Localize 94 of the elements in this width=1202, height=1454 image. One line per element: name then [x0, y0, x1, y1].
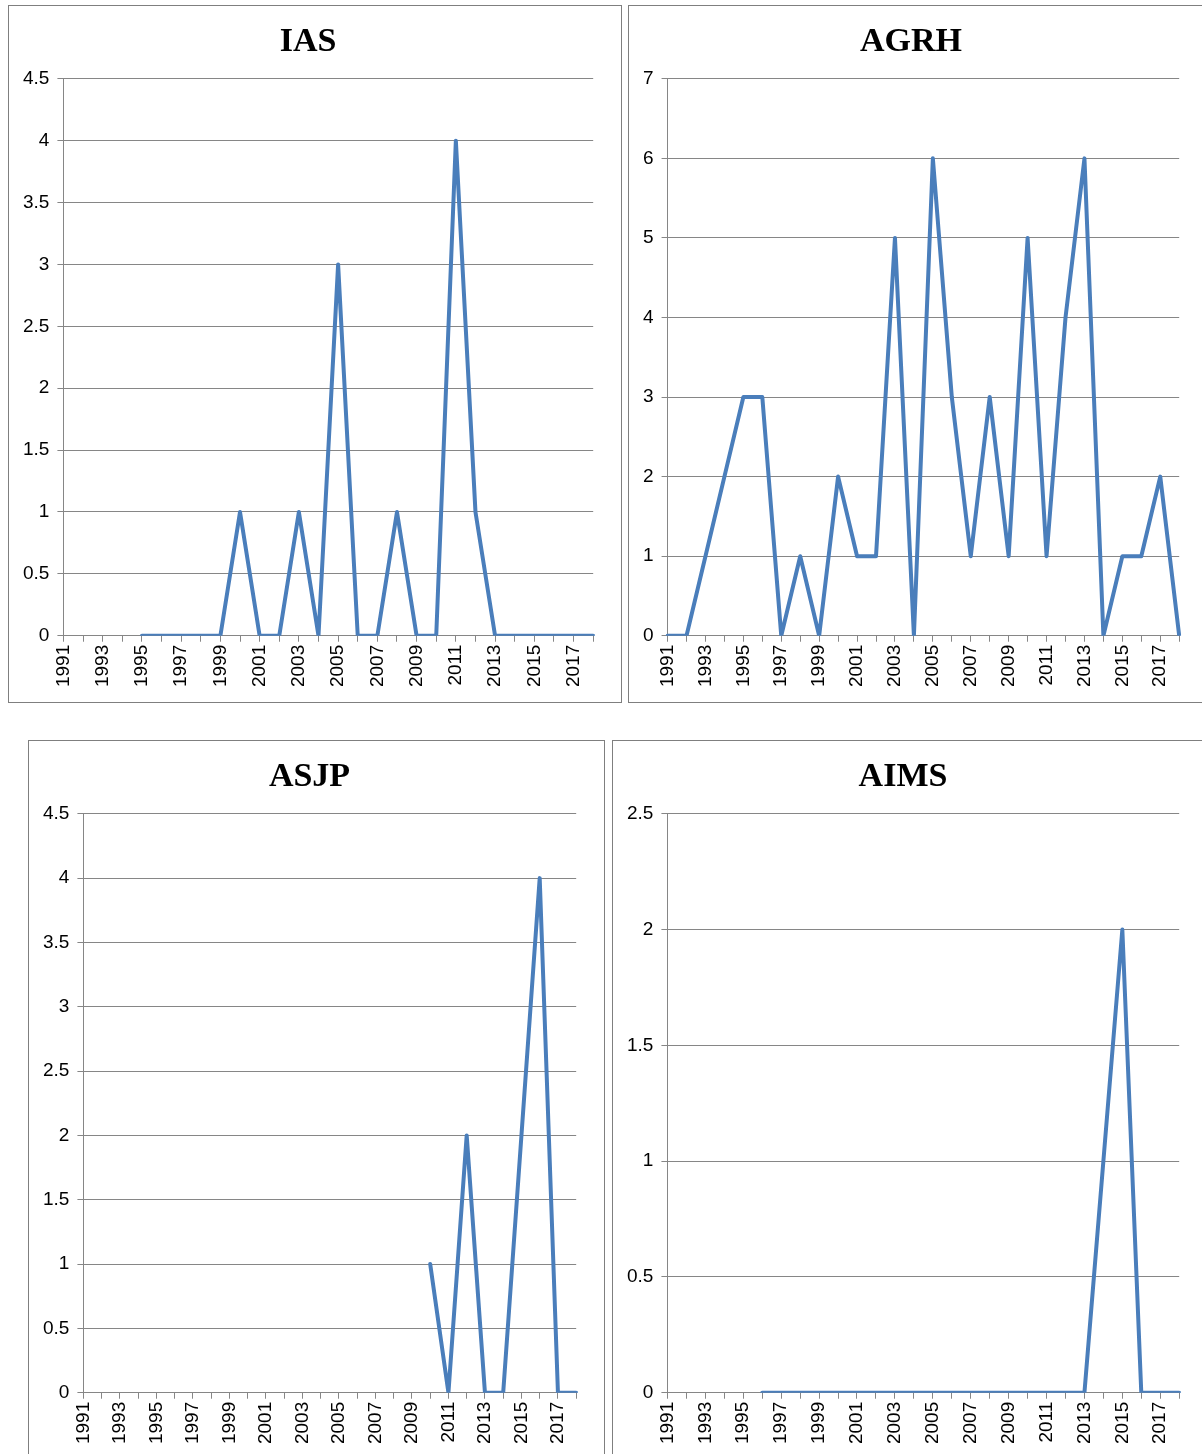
x-tick-label: 1993 — [90, 644, 112, 688]
x-tick-label: 2001 — [845, 1401, 867, 1445]
y-tick-label: 2 — [38, 376, 50, 398]
x-tick-label: 2013 — [1072, 644, 1094, 688]
x-tick-label: 2011 — [1034, 1401, 1056, 1443]
x-tick-label: 1995 — [130, 644, 152, 688]
x-tick-label: 2015 — [522, 644, 544, 688]
y-tick-label: 4.5 — [42, 802, 70, 824]
y-tick-label: 2.5 — [626, 802, 654, 824]
x-tick-label: 2007 — [958, 1401, 980, 1445]
x-tick-label: 2015 — [509, 1401, 531, 1445]
x-tick-label: 1993 — [693, 1401, 715, 1445]
y-tick-label: 7 — [642, 67, 654, 89]
x-tick-label: 2001 — [247, 644, 269, 688]
x-tick-label: 2003 — [287, 644, 309, 688]
x-tick-label: 2015 — [1110, 1401, 1132, 1445]
x-tick-label: 1999 — [208, 644, 230, 688]
y-tick-label: 4 — [642, 305, 654, 327]
y-tick-label: 3.5 — [42, 930, 70, 952]
x-tick-label: 1997 — [181, 1401, 203, 1445]
y-tick-label: 4.5 — [22, 67, 50, 89]
x-tick-label: 2017 — [1148, 644, 1170, 688]
y-tick-label: 2.5 — [22, 314, 50, 336]
x-tick-label: 1995 — [731, 644, 753, 688]
x-tick-label: 2007 — [958, 644, 980, 688]
x-tick-label: 2005 — [326, 644, 348, 688]
y-tick-label: 0 — [38, 623, 50, 645]
x-tick-label: 2015 — [1110, 644, 1132, 688]
y-tick-label: 2 — [642, 464, 654, 486]
y-tick-label: 1.5 — [626, 1033, 654, 1055]
y-tick-label: 6 — [642, 146, 654, 168]
x-tick-label: 1991 — [655, 1401, 677, 1445]
y-tick-label: 2 — [642, 917, 654, 939]
chart-title: AIMS — [858, 756, 948, 794]
x-tick-label: 2011 — [444, 644, 466, 686]
y-tick-label: 2 — [58, 1123, 70, 1145]
x-tick-label: 2013 — [483, 644, 505, 688]
x-tick-label: 2001 — [254, 1401, 276, 1445]
x-tick-label: 2005 — [921, 644, 943, 688]
x-tick-label: 1997 — [769, 644, 791, 688]
x-tick-label: 2013 — [1072, 1401, 1094, 1445]
x-tick-label: 2013 — [473, 1401, 495, 1445]
y-tick-label: 0.5 — [626, 1265, 654, 1287]
y-tick-label: 0.5 — [42, 1316, 70, 1338]
x-tick-label: 2007 — [363, 1401, 385, 1445]
x-tick-label: 2003 — [290, 1401, 312, 1445]
x-tick-label: 2017 — [546, 1401, 568, 1445]
x-tick-label: 2007 — [365, 644, 387, 688]
x-tick-label: 1999 — [807, 644, 829, 688]
y-tick-label: 1.5 — [22, 438, 50, 460]
x-tick-label: 1995 — [144, 1401, 166, 1445]
x-tick-label: 1999 — [217, 1401, 239, 1445]
x-tick-label: 1991 — [71, 1401, 93, 1445]
x-tick-label: 1997 — [169, 644, 191, 688]
x-tick-label: 2005 — [327, 1401, 349, 1445]
x-tick-label: 2003 — [883, 644, 905, 688]
y-tick-label: 1 — [642, 544, 654, 566]
x-tick-label: 1993 — [693, 644, 715, 688]
x-tick-label: 2009 — [400, 1401, 422, 1445]
y-tick-label: 4 — [58, 866, 70, 888]
chart-title: AGRH — [860, 21, 962, 59]
y-tick-label: 3 — [58, 995, 70, 1017]
x-tick-label: 2003 — [883, 1401, 905, 1445]
x-tick-label: 2011 — [436, 1401, 458, 1443]
x-tick-label: 1997 — [769, 1401, 791, 1445]
y-tick-label: 3.5 — [22, 190, 50, 212]
y-tick-label: 2.5 — [42, 1059, 70, 1081]
x-tick-label: 2017 — [1148, 1401, 1170, 1445]
x-tick-label: 2001 — [845, 644, 867, 688]
x-tick-label: 1993 — [108, 1401, 130, 1445]
y-tick-label: 0 — [642, 623, 654, 645]
x-tick-label: 2005 — [921, 1401, 943, 1445]
y-tick-label: 1 — [58, 1252, 70, 1274]
x-tick-label: 1991 — [655, 644, 677, 688]
x-tick-label: 2009 — [404, 644, 426, 688]
y-tick-label: 5 — [642, 226, 654, 248]
y-tick-label: 3 — [38, 252, 50, 274]
x-tick-label: 2009 — [996, 644, 1018, 688]
y-tick-label: 1 — [38, 500, 50, 522]
y-tick-label: 4 — [38, 128, 50, 150]
x-tick-label: 2011 — [1034, 644, 1056, 686]
x-tick-label: 1999 — [807, 1401, 829, 1445]
x-tick-label: 2017 — [561, 644, 583, 688]
y-tick-label: 1.5 — [42, 1187, 70, 1209]
y-tick-label: 0.5 — [22, 562, 50, 584]
x-tick-label: 1991 — [51, 644, 73, 688]
x-tick-label: 2009 — [996, 1401, 1018, 1445]
y-tick-label: 1 — [642, 1149, 654, 1171]
y-tick-label: 0 — [58, 1380, 70, 1402]
chart-title: IAS — [279, 21, 337, 59]
chart-title: ASJP — [268, 756, 351, 794]
y-tick-label: 0 — [642, 1380, 654, 1402]
y-tick-label: 3 — [642, 385, 654, 407]
x-tick-label: 1995 — [731, 1401, 753, 1445]
